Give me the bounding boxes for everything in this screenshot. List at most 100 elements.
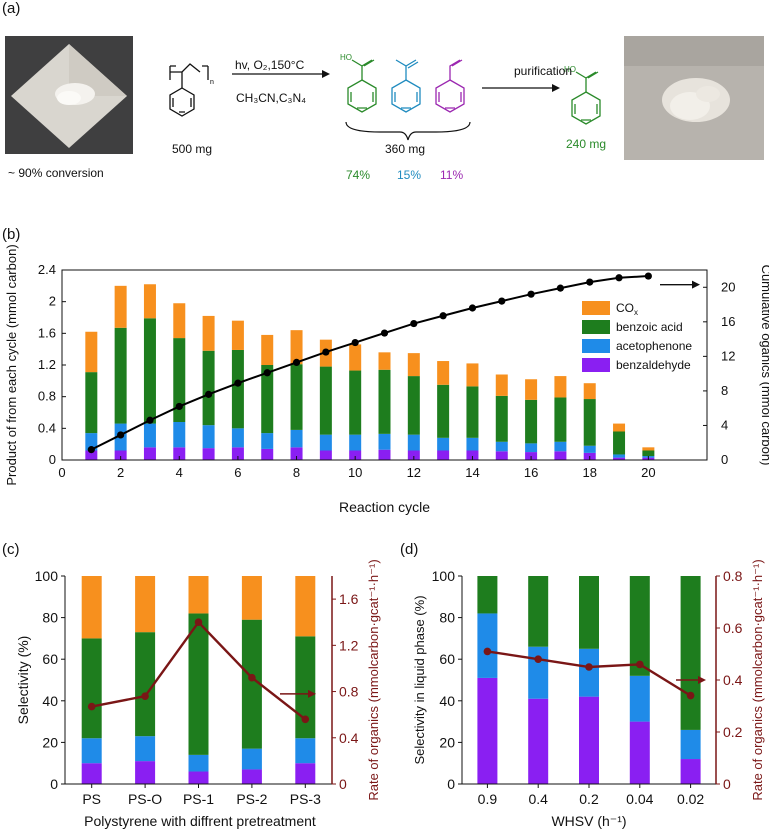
d-y-tick-label: 20 [439,734,455,750]
b-x-axis-label: Reaction cycle [339,499,430,515]
b-bar-acetophenone-5 [202,425,215,449]
b-cumulative-point-5 [204,390,213,398]
b-bar-acetophenone-1 [85,433,98,451]
b-bar-benzoic_acid-11 [378,369,391,434]
c-x-tick-label: PS-1 [183,791,214,807]
b-bar-acetophenone-6 [231,428,244,448]
c-bar-acetophenone-3 [241,748,262,770]
c-y-tick-label: 80 [42,610,58,626]
b-x-tick-label: 14 [465,465,479,480]
b-bar-benzoic_acid-20 [642,450,655,457]
b-bar-acetophenone-17 [554,441,567,452]
c-bar-benzoic_acid-1 [135,632,156,737]
d-x-tick-label: 0.9 [478,791,498,807]
b-cumulative-line [90,275,649,451]
repeat-n-label: n [210,79,214,86]
b-bar-cox-8 [290,330,303,365]
b-legend-swatch-0 [582,301,610,315]
c-x-axis-label: Polystyrene with diffrent pretreatment [84,813,316,829]
b-y2-tick-label: 8 [721,383,728,398]
d-y2-tick-label: 0.2 [723,724,743,740]
c-y-tick-label: 0 [50,776,58,792]
b-bar-cox-10 [349,344,362,371]
b-bar-cox-13 [437,361,450,385]
b-bar-benzoic_acid-14 [466,386,479,438]
b-bar-benzaldehyde-9 [319,450,332,460]
c-bar-acetophenone-1 [135,736,156,762]
c-bar-acetophenone-2 [188,754,209,772]
b-bar-benzoic_acid-2 [114,327,127,424]
b-bar-benzoic_acid-10 [349,370,362,435]
b-bar-benzoic_acid-18 [583,399,596,446]
ho-label: HO [340,53,352,62]
b-cumulative-point-10 [351,338,359,347]
b-cumulative-point-3 [146,416,154,424]
d-rate-point-2 [585,663,593,671]
b-bar-cox-2 [114,285,127,328]
b-y-tick-label: 0 [49,452,56,467]
pure-benzoic-acid-structure-icon [571,71,601,125]
b-bar-acetophenone-4 [173,422,186,448]
b-y-tick-label: 1.2 [38,357,56,372]
conditions-line1: hv, O₂,150°C [235,58,305,72]
b-bar-benzaldehyde-15 [495,451,508,460]
b-bar-benzaldehyde-12 [407,450,420,460]
b-bar-acetophenone-8 [290,429,303,448]
white-powder-image [624,36,764,160]
d-rate-point-3 [636,660,644,669]
b-bar-cox-17 [554,376,567,398]
b-y-axis-label: Product of from each cycle (mmol carbon) [4,244,19,485]
c-y2-tick-label: 1.2 [339,637,359,653]
d-y2-tick-label: 0.8 [723,568,743,584]
d-bar-acetophenone-3 [629,675,650,722]
reaction-scheme: n HO HO [169,53,601,141]
b-bar-benzaldehyde-11 [378,449,391,460]
benzaldehyde-structure-icon [435,59,465,113]
b-cumulative-point-6 [234,379,242,387]
panel-c-letter: (c) [2,541,20,558]
foam-sample-image [5,36,133,154]
b-cumulative-point-17 [556,284,565,292]
b-y2-tick-label: 16 [721,314,735,329]
benzoic-acid-photo [624,36,764,160]
c-y2-axis-label: Rate of organics (mmolcarbon·gcat⁻¹·h⁻¹) [366,559,381,800]
b-bar-cox-3 [143,284,156,319]
c-bar-benzoic_acid-3 [241,619,262,749]
b-bar-benzoic_acid-6 [231,349,244,429]
b-x-tick-label: 12 [407,465,421,480]
b-x-tick-label: 6 [234,465,241,480]
d-y2-axis-label: Rate of organics (mmolcarbon·gcat⁻¹·h⁻¹) [750,559,765,800]
b-bar-benzaldehyde-14 [466,450,479,460]
b-axis-arrow-head [692,280,700,289]
b-y2-tick-label: 4 [721,417,728,432]
d-x-tick-label: 0.2 [579,791,599,807]
d-y-tick-label: 80 [439,610,455,626]
b-y2-axis-label: Cumulative oganics (mmol carbon) [759,265,769,466]
b-x-tick-label: 8 [293,465,300,480]
d-y-tick-label: 40 [439,693,455,709]
b-bar-acetophenone-9 [319,434,332,451]
c-bar-cox-2 [188,576,209,614]
c-y2-tick-label: 0 [339,776,347,792]
d-bar-acetophenone-4 [680,729,701,760]
b-bar-benzaldehyde-10 [349,450,362,460]
b-bar-benzoic_acid-16 [525,399,538,444]
d-bar-acetophenone-0 [477,613,498,678]
b-bar-benzoic_acid-5 [202,350,215,426]
b-bar-acetophenone-10 [349,434,362,451]
c-y-tick-label: 40 [42,693,58,709]
b-legend-label-0: COx [616,301,638,317]
b-bar-benzaldehyde-13 [437,450,450,460]
c-rate-point-0 [87,702,96,711]
b-bar-benzoic_acid-19 [613,431,626,455]
b-bar-benzaldehyde-8 [290,447,303,460]
b-bar-benzaldehyde-7 [261,448,274,460]
b-bar-benzoic_acid-8 [290,364,303,430]
d-bar-benzaldehyde-0 [477,677,498,784]
b-cumulative-point-16 [527,290,535,298]
c-bar-acetophenone-0 [81,738,102,764]
conditions-line2: CH₃CN,C₃N₄ [236,91,307,105]
d-bar-benzaldehyde-4 [680,759,701,784]
b-cumulative-point-18 [586,278,594,286]
